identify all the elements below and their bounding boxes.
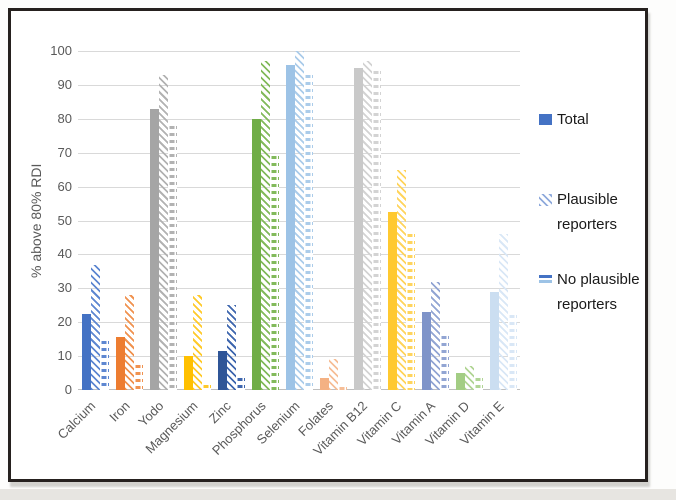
y-tick-label-50: 50 <box>57 212 72 228</box>
y-tick-label-60: 60 <box>57 178 72 194</box>
bar-selenium-plausible-reporters <box>294 51 304 390</box>
bar-group-vitamin-c <box>384 51 418 390</box>
y-axis-tick-labels: 0 10 20 30 40 50 60 70 80 90 100 <box>32 11 72 485</box>
legend-label-total: Total <box>557 111 589 128</box>
y-tick-label-40: 40 <box>57 246 72 262</box>
bar-vitamin-e-total <box>489 292 499 390</box>
bar-magnesium-plausible-reporters <box>192 295 202 390</box>
y-tick-label-30: 30 <box>57 280 72 296</box>
bar-group-selenium <box>282 51 316 390</box>
bar-group-vitamin-d <box>452 51 486 390</box>
bar-vitamin-c-plausible-reporters <box>396 170 406 390</box>
bar-vitamin-b12-plausible-reporters <box>362 61 372 390</box>
bar-magnesium-total <box>183 356 193 390</box>
plot-area <box>78 51 520 390</box>
bar-vitamin-b12-no-plausible-reporters <box>371 71 381 390</box>
bar-folates-total <box>319 378 329 390</box>
bar-vitamin-b12-total <box>353 68 363 390</box>
legend-item-plausible-reporters: Plausible reporters <box>539 187 657 237</box>
bar-vitamin-a-total <box>421 312 431 390</box>
bar-zinc-total <box>217 351 227 390</box>
bar-calcium-total <box>81 314 91 390</box>
legend-item-no-plausible-reporters: No plausible reporters <box>539 267 657 317</box>
bar-group-phosphorus <box>248 51 282 390</box>
x-axis-tick-labels: Calcium Iron Yodo Magnesium Zinc Phosphorus Se… <box>54 392 520 472</box>
bar-phosphorus-plausible-reporters <box>260 61 270 390</box>
bar-vitamin-d-total <box>455 373 465 390</box>
y-tick-label-10: 10 <box>57 348 72 364</box>
legend-solid-swatch-icon <box>539 114 552 125</box>
bar-calcium-no-plausible-reporters <box>99 341 109 390</box>
bar-magnesium-no-plausible-reporters <box>201 385 211 390</box>
bar-yodo-no-plausible-reporters <box>167 126 177 390</box>
bar-calcium-plausible-reporters <box>90 265 100 390</box>
bar-phosphorus-total <box>251 119 261 390</box>
y-tick-label-100: 100 <box>50 43 72 58</box>
bar-vitamin-c-no-plausible-reporters <box>405 234 415 390</box>
bar-group-yodo <box>146 51 180 390</box>
page-background-strip <box>0 489 676 500</box>
bar-folates-no-plausible-reporters <box>337 387 347 390</box>
legend-label-no-plausible-reporters: No plausible reporters <box>557 271 640 313</box>
bar-group-magnesium <box>180 51 214 390</box>
y-tick-label-20: 20 <box>57 314 72 330</box>
legend-horizontal-dash-swatch-icon <box>539 274 552 284</box>
bar-group-folates <box>316 51 350 390</box>
x-tick-label-iron: Iron <box>105 398 133 425</box>
bar-group-vitamin-a <box>418 51 452 390</box>
bar-selenium-no-plausible-reporters <box>303 75 313 390</box>
y-tick-label-80: 80 <box>57 110 72 126</box>
bar-group-calcium <box>78 51 112 390</box>
bar-vitamin-d-plausible-reporters <box>464 366 474 390</box>
bar-group-vitamin-b12 <box>350 51 384 390</box>
bar-yodo-total <box>149 109 159 390</box>
bar-vitamin-e-no-plausible-reporters <box>507 315 517 390</box>
legend-item-total: Total <box>539 107 657 132</box>
legend-diagonal-hatch-swatch-icon <box>539 194 552 206</box>
bar-iron-no-plausible-reporters <box>133 365 143 390</box>
bar-vitamin-c-total <box>387 212 397 390</box>
y-tick-label-90: 90 <box>57 76 72 92</box>
legend-label-plausible-reporters: Plausible reporters <box>557 191 618 233</box>
bar-vitamin-d-no-plausible-reporters <box>473 378 483 390</box>
bar-group-iron <box>112 51 146 390</box>
bar-yodo-plausible-reporters <box>158 75 168 390</box>
bar-folates-plausible-reporters <box>328 359 338 390</box>
bar-vitamin-a-no-plausible-reporters <box>439 336 449 390</box>
bar-vitamin-a-plausible-reporters <box>430 282 440 390</box>
bar-vitamin-e-plausible-reporters <box>498 234 508 390</box>
chart-frame: % above 80% RDI 0 10 20 30 40 50 60 70 80 90 100 C… <box>8 8 648 482</box>
bar-iron-total <box>115 337 125 390</box>
x-tick-label-zinc: Zinc <box>206 398 235 427</box>
bar-group-zinc <box>214 51 248 390</box>
y-tick-label-0: 0 <box>64 382 72 397</box>
y-tick-label-70: 70 <box>57 144 72 160</box>
bar-zinc-plausible-reporters <box>226 305 236 390</box>
bar-phosphorus-no-plausible-reporters <box>269 156 279 390</box>
bar-iron-plausible-reporters <box>124 295 134 390</box>
bar-selenium-total <box>285 65 295 390</box>
bar-group-vitamin-e <box>486 51 520 390</box>
bar-zinc-no-plausible-reporters <box>235 378 245 390</box>
